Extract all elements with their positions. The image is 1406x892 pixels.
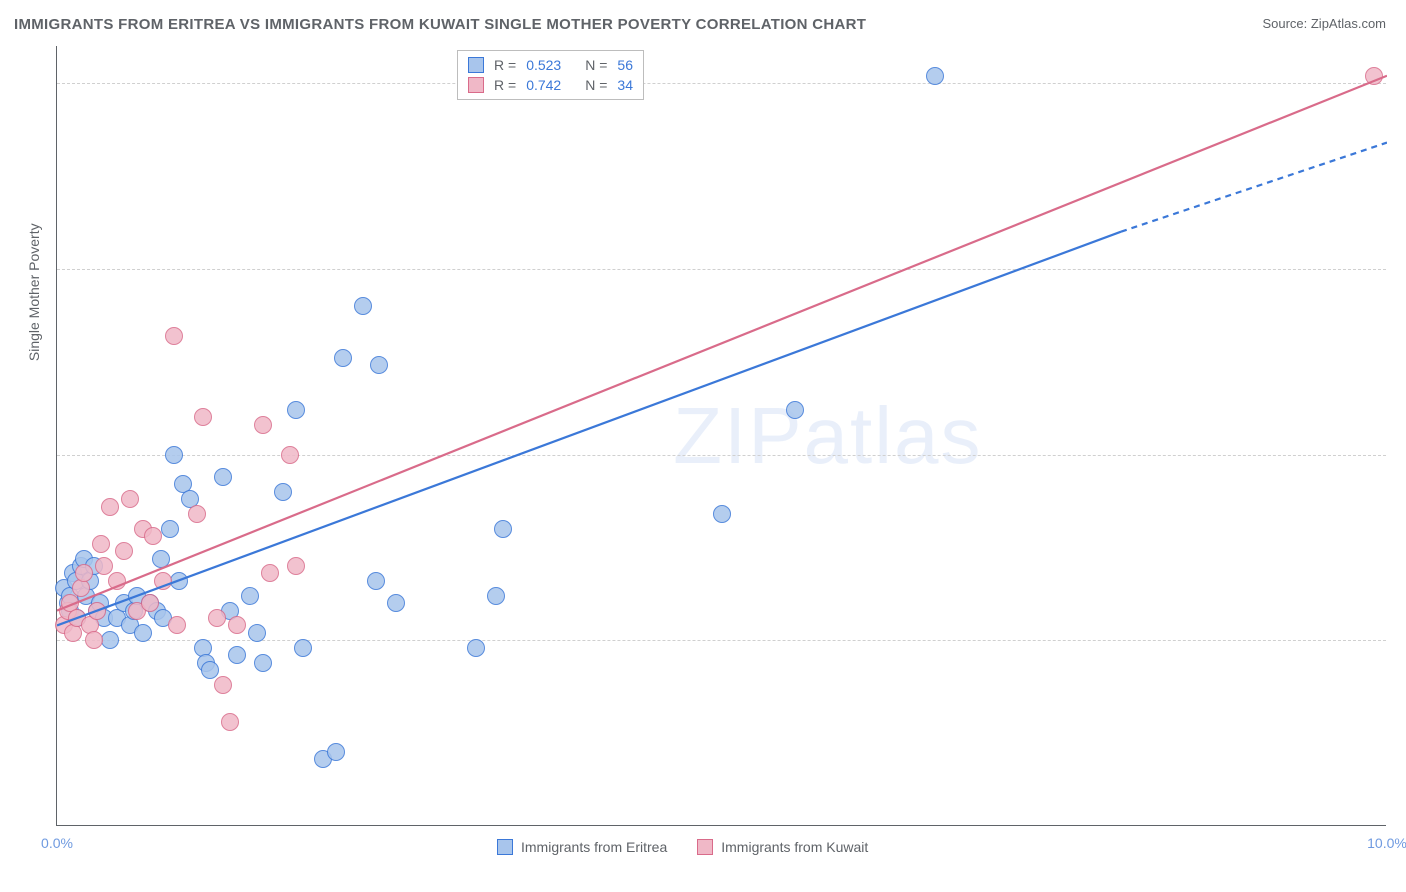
bottom-legend: Immigrants from Eritrea Immigrants from K…: [497, 839, 868, 855]
stat-row-kuwait: R = 0.742 N = 34: [468, 75, 633, 95]
swatch-kuwait-icon: [697, 839, 713, 855]
source-label: Source: ZipAtlas.com: [1262, 16, 1386, 31]
y-tick-label: 100.0%: [1394, 75, 1406, 91]
swatch-eritrea-icon: [497, 839, 513, 855]
x-tick-label: 10.0%: [1367, 835, 1406, 851]
y-axis-label: Single Mother Poverty: [26, 223, 42, 361]
stat-r-label: R =: [494, 77, 516, 93]
legend-item-kuwait: Immigrants from Kuwait: [697, 839, 868, 855]
chart-frame: ZIPatlas 25.0%50.0%75.0%100.0%0.0%10.0% …: [56, 46, 1386, 826]
stat-row-eritrea: R = 0.523 N = 56: [468, 55, 633, 75]
stat-box: R = 0.523 N = 56 R = 0.742 N = 34: [457, 50, 644, 100]
y-tick-label: 50.0%: [1394, 447, 1406, 463]
legend-label: Immigrants from Eritrea: [521, 839, 667, 855]
y-tick-label: 25.0%: [1394, 632, 1406, 648]
y-tick-label: 75.0%: [1394, 261, 1406, 277]
x-tick-label: 0.0%: [41, 835, 73, 851]
chart-title: IMMIGRANTS FROM ERITREA VS IMMIGRANTS FR…: [14, 16, 866, 33]
stat-r-value: 0.742: [526, 77, 561, 93]
stat-n-value: 34: [617, 77, 633, 93]
trend-lines: [57, 46, 1387, 826]
stat-n-label: N =: [585, 77, 607, 93]
stat-n-value: 56: [617, 57, 633, 73]
stat-r-label: R =: [494, 57, 516, 73]
legend-label: Immigrants from Kuwait: [721, 839, 868, 855]
swatch-kuwait-icon: [468, 77, 484, 93]
swatch-eritrea-icon: [468, 57, 484, 73]
stat-n-label: N =: [585, 57, 607, 73]
stat-r-value: 0.523: [526, 57, 561, 73]
legend-item-eritrea: Immigrants from Eritrea: [497, 839, 667, 855]
